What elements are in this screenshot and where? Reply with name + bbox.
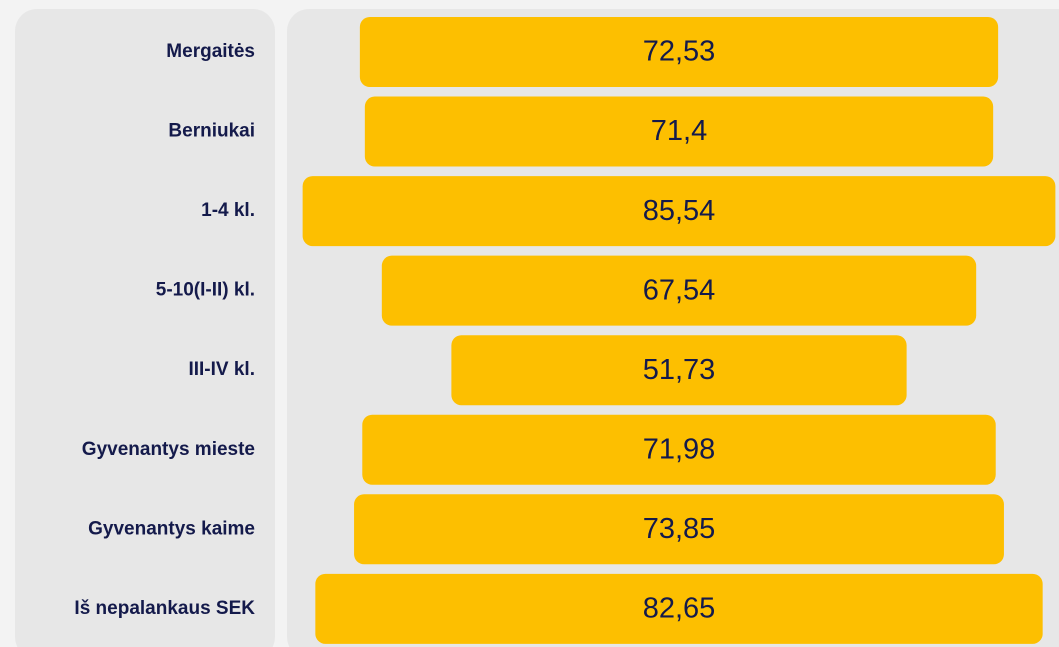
bar	[381, 255, 977, 326]
category-label: Berniukai	[168, 121, 255, 142]
value-label: 85,54	[643, 195, 716, 227]
bar	[451, 335, 907, 406]
category-label: III-IV kl.	[188, 359, 255, 380]
value-label: 72,53	[643, 36, 716, 68]
value-label: 67,54	[643, 274, 716, 306]
category-label: Mergaitės	[166, 41, 255, 62]
category-label: 5-10(I-II) kl.	[156, 280, 255, 301]
category-label: Gyvenantys mieste	[82, 439, 255, 460]
value-label: 73,85	[643, 513, 716, 545]
bar	[364, 96, 994, 167]
value-label: 51,73	[643, 354, 716, 386]
label-panel	[15, 9, 275, 647]
value-label: 71,4	[651, 115, 707, 147]
bar-panel	[287, 9, 1059, 647]
bar	[302, 176, 1056, 247]
bar	[362, 414, 996, 485]
category-label: 1-4 kl.	[201, 200, 255, 221]
bar	[359, 17, 999, 87]
bar	[354, 494, 1004, 565]
bar	[315, 573, 1043, 644]
value-label: 82,65	[643, 593, 716, 625]
category-label: Gyvenantys kaime	[88, 518, 255, 539]
value-label: 71,98	[643, 433, 716, 465]
category-label: Iš nepalankaus SEK	[74, 598, 255, 619]
